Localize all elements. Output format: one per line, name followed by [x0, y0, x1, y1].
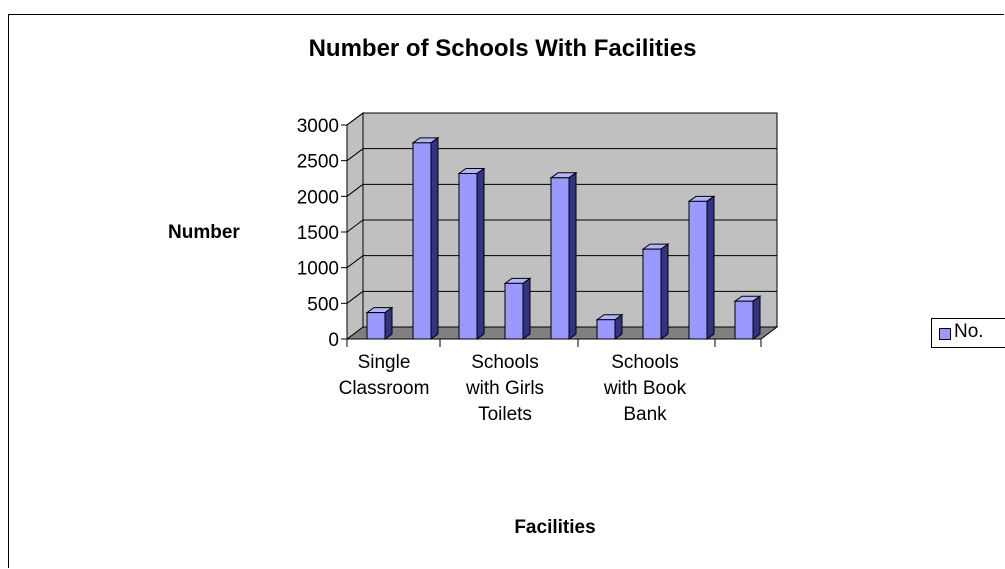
- bar-side: [568, 171, 577, 340]
- y-tick-label: 2500: [297, 152, 339, 173]
- bar-side: [752, 295, 761, 340]
- legend-label: No.: [954, 321, 984, 342]
- y-tick-label: 0: [328, 330, 339, 351]
- chart-frame: [8, 14, 1004, 568]
- gridline-side: [346, 290, 364, 304]
- bar: [366, 312, 386, 340]
- gridline-side: [346, 255, 364, 269]
- bar: [550, 177, 570, 340]
- y-tick-label: 3000: [297, 116, 339, 137]
- y-tick-label: 2000: [297, 187, 339, 208]
- gridline-side: [346, 183, 364, 197]
- chart-title: Number of Schools With Facilities: [308, 35, 697, 62]
- bar: [504, 282, 524, 340]
- bar-side: [522, 277, 531, 340]
- bar-side: [706, 195, 715, 340]
- bar-side: [660, 243, 669, 340]
- gridline-side: [346, 148, 364, 162]
- legend: No.: [931, 318, 1005, 348]
- bar-side: [614, 313, 623, 340]
- bar-side: [384, 306, 393, 340]
- x-category-label: Schools with Book Bank: [603, 352, 687, 425]
- bar: [458, 173, 478, 340]
- x-axis-label: Facilities: [514, 517, 596, 538]
- gridline-side: [346, 112, 364, 126]
- bar: [596, 319, 616, 340]
- bar: [688, 200, 708, 340]
- bar: [642, 248, 662, 340]
- y-tick-label: 1500: [297, 223, 339, 244]
- legend-swatch: [939, 328, 951, 340]
- y-tick-label: 1000: [297, 259, 339, 280]
- x-category-label: Single Classroom: [338, 352, 430, 399]
- bar: [412, 142, 432, 340]
- gridline-side: [346, 219, 364, 233]
- x-category-label: Schools with Girls Toilets: [465, 352, 545, 425]
- y-tick-label: 500: [307, 294, 339, 315]
- bar-side: [476, 167, 485, 340]
- y-axis-label: Number: [168, 222, 240, 243]
- bar-side: [430, 136, 439, 340]
- bar: [734, 300, 754, 340]
